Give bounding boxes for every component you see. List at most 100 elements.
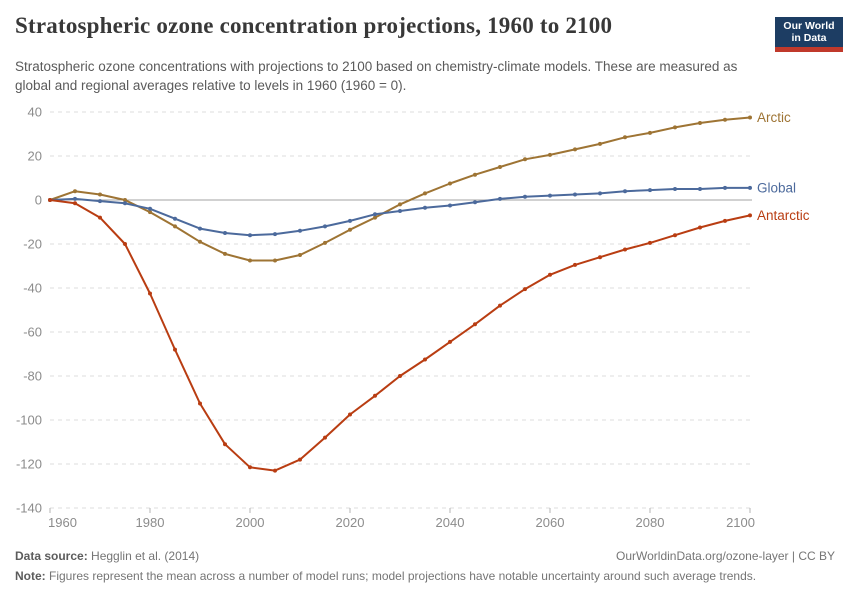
data-point — [473, 322, 477, 327]
data-point — [248, 233, 252, 238]
data-point — [398, 209, 402, 213]
series-arctic: Arctic — [48, 110, 791, 263]
owid-link[interactable]: OurWorldinData.org/ozone-layer | CC BY — [616, 549, 835, 563]
data-point — [448, 181, 452, 186]
data-point — [148, 206, 152, 211]
data-point — [273, 232, 277, 237]
data-point — [323, 224, 327, 229]
data-point — [723, 185, 727, 190]
data-point — [98, 192, 102, 197]
data-point — [498, 165, 502, 169]
data-point — [573, 147, 577, 152]
y-tick-label: -60 — [23, 325, 42, 340]
data-point — [623, 247, 627, 252]
data-point — [248, 465, 252, 470]
data-point — [573, 192, 577, 197]
data-point — [198, 239, 202, 244]
data-point — [123, 198, 127, 202]
data-point — [673, 233, 677, 238]
data-point — [448, 339, 452, 344]
data-point — [73, 201, 77, 206]
data-point — [48, 198, 52, 202]
data-point — [723, 218, 727, 223]
data-point — [298, 228, 302, 233]
data-point — [698, 187, 702, 191]
data-point — [423, 205, 427, 210]
y-tick-label: -100 — [16, 413, 42, 428]
data-point — [373, 212, 377, 217]
data-point — [323, 240, 327, 245]
data-point — [598, 191, 602, 196]
series-antarctic: Antarctic — [48, 198, 810, 473]
series-label-global: Global — [757, 180, 796, 195]
chart-note-label: Note: — [15, 569, 46, 583]
x-tick-label: 1960 — [48, 515, 77, 530]
data-point — [648, 130, 652, 135]
y-tick-label: -80 — [23, 369, 42, 384]
series-label-arctic: Arctic — [757, 110, 791, 125]
data-point — [373, 393, 377, 398]
y-tick-label: -120 — [16, 457, 42, 472]
data-point — [398, 202, 402, 207]
data-point — [673, 187, 677, 191]
data-source-value: Hegglin et al. (2014) — [91, 549, 200, 563]
data-point — [648, 188, 652, 193]
data-point — [548, 152, 552, 157]
data-point — [623, 189, 627, 194]
x-tick-label: 2000 — [236, 515, 265, 530]
data-point — [723, 117, 727, 122]
data-point — [298, 253, 302, 257]
data-point — [173, 216, 177, 221]
x-tick-label: 1980 — [136, 515, 165, 530]
data-point — [323, 435, 327, 440]
data-point — [373, 215, 377, 220]
data-point — [473, 172, 477, 177]
data-point — [523, 194, 527, 199]
series-label-antarctic: Antarctic — [757, 208, 810, 223]
data-point — [248, 258, 252, 263]
data-point — [73, 196, 77, 201]
data-point — [423, 357, 427, 362]
data-point — [698, 225, 702, 230]
y-grid: 40 20 0 -20 -40 -60 -80 -100 -120 -140 — [16, 105, 752, 516]
x-tick-label: 2060 — [536, 515, 565, 530]
data-point — [223, 251, 227, 256]
y-tick-label: -140 — [16, 501, 42, 516]
x-tick-label: 2040 — [436, 515, 465, 530]
chart-note-value: Figures represent the mean across a numb… — [49, 569, 757, 583]
chart-note: Note: Figures represent the mean across … — [15, 569, 756, 583]
data-point — [748, 115, 752, 120]
data-point — [273, 468, 277, 473]
data-point — [523, 157, 527, 162]
data-point — [223, 231, 227, 235]
x-axis: 1960 1980 2000 2020 2040 2060 2080 2100 — [48, 508, 755, 530]
data-point — [273, 258, 277, 263]
x-tick-label: 2080 — [636, 515, 665, 530]
data-point — [348, 218, 352, 223]
y-tick-label: -20 — [23, 237, 42, 252]
data-point — [298, 457, 302, 462]
series-global: Global — [48, 180, 796, 238]
series-line — [49, 199, 751, 472]
data-point — [398, 374, 402, 378]
data-point — [148, 291, 152, 296]
data-point — [498, 303, 502, 308]
data-point — [473, 200, 477, 205]
data-point — [748, 213, 752, 218]
data-point — [73, 189, 77, 194]
owid-logo[interactable]: Our World in Data — [775, 17, 843, 52]
data-point — [548, 272, 552, 277]
data-point — [98, 199, 102, 204]
data-point — [548, 193, 552, 198]
y-tick-label: -40 — [23, 281, 42, 296]
data-point — [123, 201, 127, 206]
data-point — [623, 135, 627, 140]
data-point — [423, 191, 427, 196]
data-point — [98, 215, 102, 220]
chart-subtitle: Stratospheric ozone concentrations with … — [15, 59, 738, 93]
owid-logo-line1: Our World — [783, 20, 835, 32]
data-source: Data source: Hegglin et al. (2014) — [15, 549, 199, 563]
data-point — [573, 262, 577, 267]
